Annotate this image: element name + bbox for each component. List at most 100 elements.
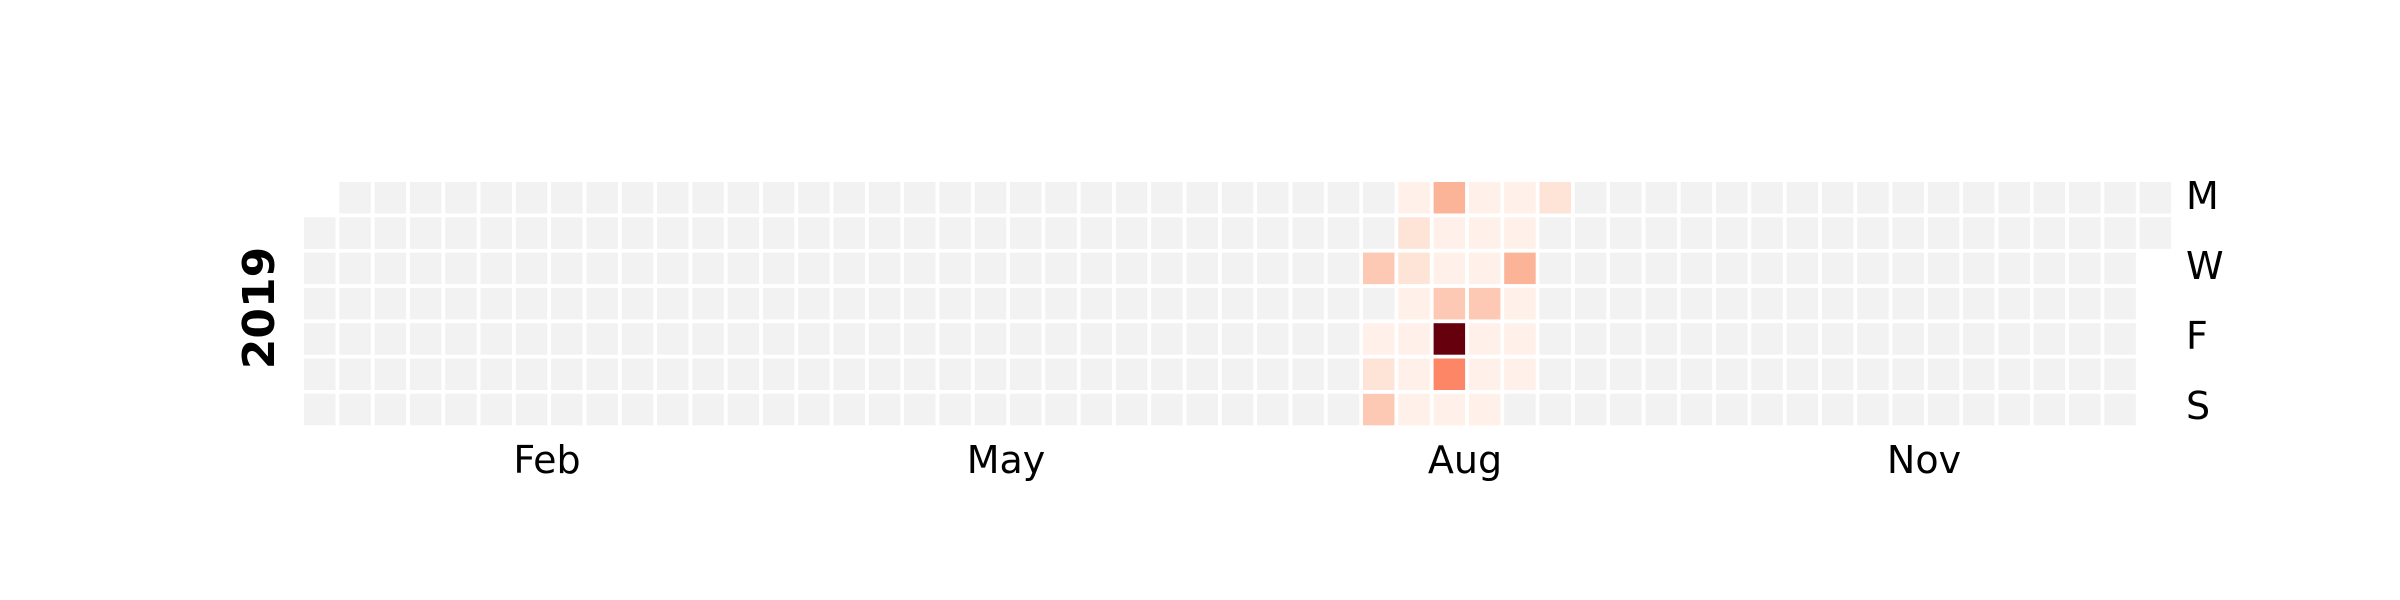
heatmap-cell bbox=[2069, 182, 2101, 214]
heatmap-cell bbox=[1398, 358, 1430, 390]
heatmap-cell bbox=[1927, 252, 1960, 285]
heatmap-cell bbox=[939, 182, 971, 214]
heatmap-cell bbox=[304, 323, 336, 355]
heatmap-cell bbox=[304, 287, 336, 320]
heatmap-cell bbox=[304, 358, 336, 390]
heatmap-cell bbox=[1821, 287, 1854, 320]
heatmap-cell bbox=[1151, 182, 1183, 214]
heatmap-cell bbox=[515, 393, 548, 426]
heatmap-cell bbox=[657, 323, 689, 355]
heatmap-cell bbox=[1751, 182, 1783, 214]
heatmap-cell bbox=[409, 252, 442, 285]
heatmap-cell bbox=[445, 287, 477, 320]
heatmap-cell bbox=[339, 252, 371, 285]
heatmap-cell bbox=[1221, 182, 1254, 214]
heatmap-cell bbox=[339, 393, 371, 426]
heatmap-cell bbox=[692, 323, 724, 355]
heatmap-cell bbox=[692, 182, 724, 214]
heatmap-cell bbox=[1398, 252, 1430, 285]
heatmap-cell bbox=[1927, 287, 1960, 320]
heatmap-cell bbox=[2104, 358, 2136, 390]
heatmap-cell bbox=[1716, 217, 1748, 249]
heatmap-cell bbox=[1963, 182, 1995, 214]
heatmap-cell bbox=[621, 182, 654, 214]
heatmap-cell bbox=[1716, 393, 1748, 426]
heatmap-cell bbox=[621, 323, 654, 355]
heatmap-cell bbox=[1468, 182, 1501, 214]
heatmap-cell bbox=[1645, 182, 1677, 214]
heatmap-cell bbox=[445, 393, 477, 426]
heatmap-cell bbox=[1539, 358, 1571, 390]
heatmap-cell bbox=[657, 393, 689, 426]
heatmap-cell bbox=[1504, 358, 1536, 390]
heatmap-cell bbox=[1398, 323, 1430, 355]
year-label: 2019 bbox=[234, 247, 285, 369]
heatmap-cell bbox=[551, 217, 583, 249]
heatmap-cell bbox=[1645, 358, 1677, 390]
heatmap-cell bbox=[1257, 252, 1289, 285]
heatmap-cell bbox=[339, 287, 371, 320]
heatmap-cell bbox=[480, 393, 512, 426]
heatmap-cell bbox=[2104, 393, 2136, 426]
heatmap-cell bbox=[1786, 217, 1819, 249]
heatmap-cell bbox=[1539, 182, 1571, 214]
heatmap-cell bbox=[409, 287, 442, 320]
heatmap-cell bbox=[515, 217, 548, 249]
heatmap-cell bbox=[1010, 323, 1042, 355]
heatmap-cell bbox=[1151, 358, 1183, 390]
heatmap-cell bbox=[1327, 393, 1360, 426]
heatmap-cell bbox=[1221, 217, 1254, 249]
heatmap-cell bbox=[1821, 182, 1854, 214]
heatmap-cell bbox=[1327, 358, 1360, 390]
heatmap-cell bbox=[515, 252, 548, 285]
heatmap-cell bbox=[1539, 217, 1571, 249]
heatmap-cell bbox=[1610, 323, 1642, 355]
heatmap-cell bbox=[1186, 393, 1218, 426]
heatmap-cell bbox=[1257, 182, 1289, 214]
heatmap-cell bbox=[409, 323, 442, 355]
heatmap-cell bbox=[1786, 323, 1819, 355]
weekday-label-f: F bbox=[2186, 314, 2208, 358]
heatmap-cell bbox=[2104, 217, 2136, 249]
heatmap-cell bbox=[1045, 323, 1077, 355]
heatmap-cell bbox=[904, 217, 936, 249]
heatmap-cell bbox=[1645, 393, 1677, 426]
heatmap-cell bbox=[904, 182, 936, 214]
heatmap-cell bbox=[1115, 252, 1148, 285]
heatmap-cell bbox=[1363, 323, 1395, 355]
heatmap-cell bbox=[1115, 182, 1148, 214]
heatmap-cell bbox=[374, 252, 407, 285]
heatmap-cell bbox=[1398, 393, 1430, 426]
heatmap-cell bbox=[868, 393, 901, 426]
heatmap-cell bbox=[904, 358, 936, 390]
heatmap-cell bbox=[762, 323, 795, 355]
heatmap-cell bbox=[480, 358, 512, 390]
heatmap-cell bbox=[1857, 217, 1889, 249]
heatmap-cell bbox=[1998, 358, 2030, 390]
heatmap-cell bbox=[1821, 323, 1854, 355]
heatmap-cell bbox=[1574, 358, 1607, 390]
heatmap-cell bbox=[1221, 393, 1254, 426]
heatmap-cell bbox=[1186, 252, 1218, 285]
heatmap-cell bbox=[1363, 393, 1395, 426]
heatmap-cell bbox=[1151, 393, 1183, 426]
heatmap-cell bbox=[374, 182, 407, 214]
heatmap-cell bbox=[2033, 287, 2066, 320]
heatmap-cell bbox=[939, 252, 971, 285]
heatmap-cell bbox=[1327, 323, 1360, 355]
heatmap-cell bbox=[1363, 252, 1395, 285]
heatmap-cell bbox=[657, 252, 689, 285]
heatmap-cell bbox=[445, 323, 477, 355]
heatmap-cell bbox=[304, 393, 336, 426]
heatmap-cell bbox=[1292, 217, 1324, 249]
heatmap-cell bbox=[1786, 358, 1819, 390]
heatmap-cell bbox=[445, 217, 477, 249]
heatmap-cell bbox=[304, 217, 336, 249]
heatmap-cell bbox=[1680, 182, 1713, 214]
heatmap-cell bbox=[939, 358, 971, 390]
heatmap-cell bbox=[515, 323, 548, 355]
heatmap-cell bbox=[480, 287, 512, 320]
heatmap-cell bbox=[1610, 252, 1642, 285]
heatmap-cell bbox=[1857, 358, 1889, 390]
heatmap-cell bbox=[586, 323, 618, 355]
